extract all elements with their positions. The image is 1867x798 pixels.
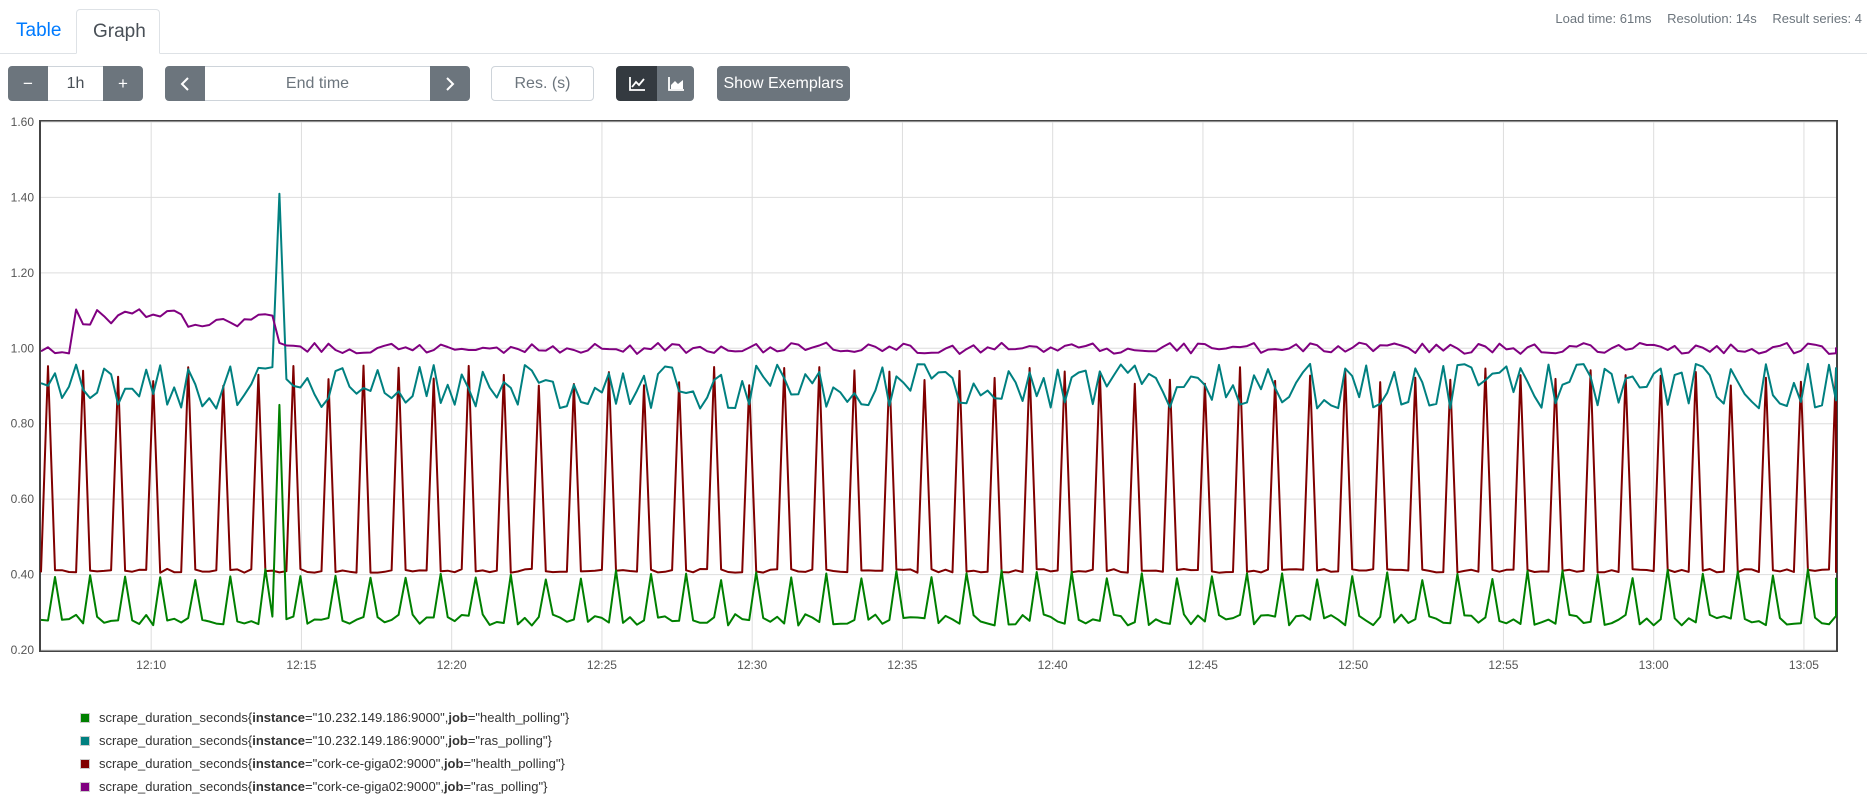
legend-label-key: instance [252,779,305,794]
y-axis: 1.60 1.40 1.20 1.00 0.80 0.60 0.40 0.20 [11,115,35,657]
series-lines [40,192,1837,627]
legend-label-key: instance [252,733,305,748]
y-tick-label: 0.20 [11,643,35,657]
legend-item[interactable]: scrape_duration_seconds{instance ="10.232… [80,706,569,729]
legend-swatch [80,712,90,723]
stacked-area-chart-icon [667,76,684,91]
chevron-right-icon [446,76,455,91]
result-series-stat: Result series: 4 [1772,11,1862,26]
series-line [40,192,1837,410]
legend-label-value: ="10.232.149.186:9000", [304,710,449,725]
line-chart-icon [628,76,645,91]
series-line [40,403,1837,627]
x-tick-label: 12:35 [887,658,917,670]
legend: scrape_duration_seconds{instance ="10.232… [80,706,569,798]
legend-item[interactable]: scrape_duration_seconds{instance ="cork-c… [80,752,569,775]
increase-range-button[interactable]: + [103,66,143,101]
y-tick-label: 0.40 [11,568,35,582]
chevron-left-icon [180,76,189,91]
legend-label-key: job [448,710,468,725]
x-tick-label: 12:15 [286,658,316,670]
y-tick-label: 1.60 [11,115,35,129]
query-stats: Load time: 61ms Resolution: 14s Result s… [1543,11,1862,26]
decrease-range-button[interactable]: − [8,66,48,101]
x-tick-label: 12:45 [1188,658,1218,670]
plot-area [39,120,1838,652]
previous-time-button[interactable] [165,66,205,101]
y-tick-label: 1.20 [11,266,35,280]
legend-label-value: ="health_polling"} [467,710,570,725]
y-tick-label: 0.60 [11,492,35,506]
range-input[interactable]: 1h [48,66,103,101]
legend-swatch [80,758,90,769]
legend-metric: scrape_duration_seconds{ [99,733,253,748]
legend-item[interactable]: scrape_duration_seconds{instance ="cork-c… [80,775,569,798]
show-exemplars-button[interactable]: Show Exemplars [717,66,850,101]
resolution-input[interactable]: Res. (s) [491,66,594,101]
graph-chart[interactable]: 1.601.401.201.000.800.600.400.20 12:10 12… [0,110,1867,670]
legend-swatch [80,781,90,792]
x-tick-label: 13:05 [1789,658,1819,670]
legend-metric: scrape_duration_seconds{ [99,710,253,725]
legend-item[interactable]: scrape_duration_seconds{instance ="10.232… [80,729,569,752]
tab-graph[interactable]: Graph [76,9,160,54]
y-tick-label: 0.80 [11,417,35,431]
end-time-input[interactable]: End time [205,66,430,101]
legend-label-key: instance [252,710,305,725]
legend-label-value: ="10.232.149.186:9000", [304,733,449,748]
legend-label-key: job [443,779,464,794]
series-line [40,364,1837,574]
x-tick-label: 12:50 [1338,658,1368,670]
series-line [40,308,1837,355]
legend-metric: scrape_duration_seconds{ [99,756,253,771]
x-tick-label: 12:55 [1488,658,1518,670]
load-time: Load time: 61ms [1555,11,1652,26]
legend-label-value: ="ras_polling"} [463,779,548,794]
legend-label-key: job [443,756,464,771]
tab-table[interactable]: Table [16,20,62,41]
legend-label-key: job [448,733,468,748]
x-tick-label: 12:25 [587,658,617,670]
stacked-chart-button[interactable] [657,66,694,101]
y-tick-label: 1.00 [11,341,35,355]
x-tick-label: 12:40 [1038,658,1068,670]
line-chart-button[interactable] [616,66,657,101]
legend-label-value: ="health_polling"} [463,756,565,771]
x-tick-label: 12:20 [437,658,467,670]
legend-label-value: ="cork-ce-giga02:9000", [304,779,444,794]
x-tick-label: 13:00 [1639,658,1669,670]
resolution-stat: Resolution: 14s [1667,11,1757,26]
next-time-button[interactable] [430,66,470,101]
legend-metric: scrape_duration_seconds{ [99,779,253,794]
legend-label-value: ="ras_polling"} [467,733,552,748]
x-tick-label: 12:30 [737,658,767,670]
tab-bar: Table Graph Load time: 61ms Resolution: … [0,0,1867,54]
x-axis: 12:10 12:15 12:20 12:25 12:30 12:35 12:40 12:45… [136,658,1819,670]
legend-label-key: instance [252,756,305,771]
legend-swatch [80,735,90,746]
y-tick-label: 1.40 [11,190,35,204]
legend-label-value: ="cork-ce-giga02:9000", [304,756,444,771]
x-tick-label: 12:10 [136,658,166,670]
